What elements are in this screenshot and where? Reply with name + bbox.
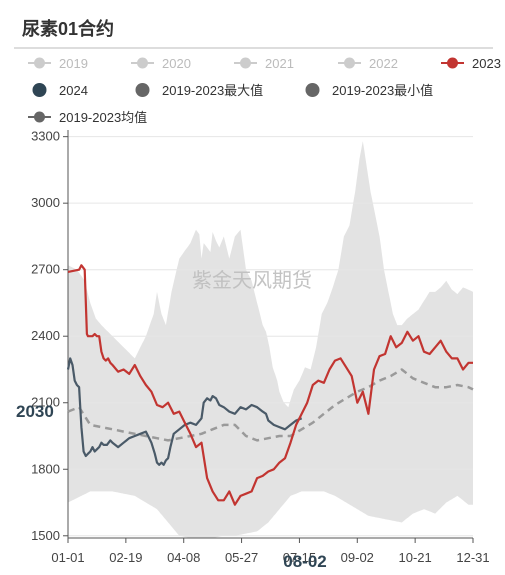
legend-circle-icon: [240, 57, 251, 69]
legend-circle-icon: [344, 57, 355, 69]
y-tick-label: 3000: [31, 195, 60, 210]
legend-circle-icon: [137, 57, 148, 69]
legend-item[interactable]: 2020: [131, 56, 191, 71]
y-tick-label: 2100: [31, 395, 60, 410]
x-tick-label: 01-01: [51, 550, 84, 565]
series-2019-2023-mean: [67, 368, 474, 442]
legend-item[interactable]: 2021: [234, 56, 294, 71]
axis-pointer-y-label: 2030: [16, 402, 54, 421]
x-tick-label: 12-31: [456, 550, 489, 565]
legend-label: 2020: [162, 56, 191, 71]
legend-item[interactable]: 2019-2023最大值: [135, 83, 264, 98]
min-max-band: [68, 141, 473, 538]
legend-circle-icon: [447, 57, 458, 69]
chart-title: 尿素01合约: [22, 18, 114, 39]
legend-item[interactable]: 2022: [338, 56, 398, 71]
y-tick-label: 2700: [31, 262, 60, 277]
legend-circle-icon: [135, 83, 150, 97]
legend-label: 2019: [59, 56, 88, 71]
x-tick-label: 09-02: [341, 550, 374, 565]
legend-circle-icon: [34, 57, 45, 69]
legend-label: 2022: [369, 56, 398, 71]
legend-item[interactable]: 2019-2023最小值: [305, 83, 434, 98]
legend-item[interactable]: 2019-2023均值: [28, 110, 147, 125]
legend-label: 2019-2023最小值: [332, 83, 433, 98]
y-tick-label: 1500: [31, 528, 60, 543]
y-tick-label: 2400: [31, 328, 60, 343]
legend-label: 2023: [472, 56, 501, 71]
plot-area: 1500 1800 2100 2400 2700 3000 3300 01-01 02-19 04…: [16, 129, 490, 571]
y-tick-label: 1800: [31, 461, 60, 476]
x-tick-label: 02-19: [109, 550, 142, 565]
legend-label: 2024: [59, 83, 88, 98]
legend-circle-icon: [32, 83, 47, 97]
legend[interactable]: 2019 2020 2021 2022 2023 2024 2019-2023最大值 2019…: [28, 56, 501, 125]
x-tick-label: 10-21: [399, 550, 432, 565]
legend-item[interactable]: 2019: [28, 56, 88, 71]
legend-item[interactable]: 2024: [32, 83, 88, 98]
legend-label: 2019-2023均值: [59, 110, 147, 125]
y-tick-label: 3300: [31, 129, 60, 144]
axis-pointer-x-label: 08-02: [283, 552, 326, 571]
series-2024: [66, 357, 303, 466]
x-tick-label: 04-08: [167, 550, 200, 565]
legend-item[interactable]: 2023: [441, 56, 501, 71]
series-2023: [67, 264, 473, 506]
x-tick-label: 07-15: [283, 550, 316, 565]
legend-circle-icon: [34, 111, 45, 123]
legend-circle-icon: [305, 83, 320, 97]
legend-label: 2021: [265, 56, 294, 71]
x-tick-label: 05-27: [225, 550, 258, 565]
watermark: 紫金天风期货: [192, 268, 312, 292]
legend-label: 2019-2023最大值: [162, 83, 263, 98]
